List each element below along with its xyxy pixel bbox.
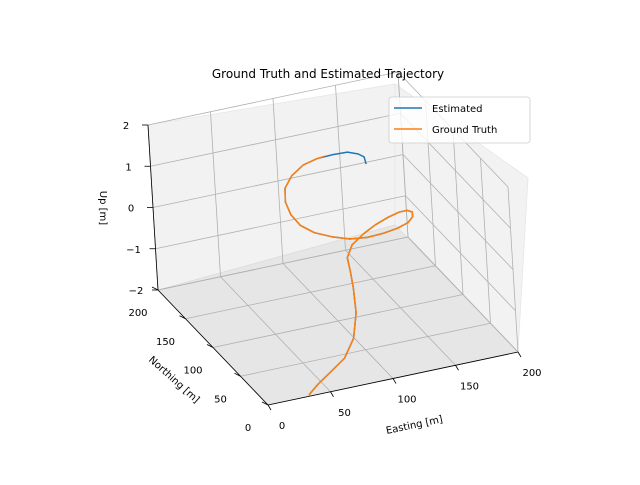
legend-label-estimated: Estimated bbox=[432, 104, 483, 115]
chart-title: Ground Truth and Estimated Trajectory bbox=[212, 67, 444, 81]
x-tick-mark-4 bbox=[517, 351, 522, 358]
y-tick-mark-1 bbox=[234, 372, 241, 377]
z-tick-label-1: −1 bbox=[126, 245, 141, 256]
y-tick-label-3: 150 bbox=[156, 337, 175, 348]
z-axis-label: Up [m] bbox=[97, 191, 108, 225]
y-tick-mark-4 bbox=[151, 286, 159, 291]
z-tick-label-0: −2 bbox=[129, 286, 144, 297]
x-axis-label: Easting [m] bbox=[385, 414, 444, 437]
y-tick-label-0: 0 bbox=[245, 423, 251, 434]
grid-line-backx-horizontal-4 bbox=[147, 71, 399, 126]
y-axis-label: Northing [m] bbox=[146, 355, 201, 406]
grid-line-floor-y-2 bbox=[212, 294, 464, 348]
x-tick-label-1: 50 bbox=[338, 408, 351, 419]
series-line-ground-truth bbox=[284, 155, 414, 396]
x-tick-mark-3 bbox=[455, 365, 459, 371]
y-tick-mark-0 bbox=[261, 401, 269, 406]
grid-line-floor-y-3 bbox=[185, 265, 436, 320]
legend-box bbox=[388, 96, 531, 144]
x-tick-mark-1 bbox=[330, 391, 334, 397]
grid-line-backx-horizontal-3 bbox=[150, 112, 401, 167]
tick-labels: 0 50 100 150 200 0 50 100 150 200 −2 −1 0 1 2 bbox=[123, 121, 542, 434]
x-tick-mark-0 bbox=[267, 404, 272, 411]
z-tick-label-2: 0 bbox=[128, 204, 134, 215]
x-tick-label-2: 100 bbox=[397, 395, 416, 406]
x-tick-label-3: 150 bbox=[460, 381, 479, 392]
grid-line-backx-vertical-3 bbox=[335, 85, 346, 251]
legend: Estimated Ground Truth bbox=[388, 96, 531, 144]
y-tick-mark-3 bbox=[179, 315, 186, 320]
x-tick-label-0: 0 bbox=[279, 421, 285, 432]
z-tick-label-3: 1 bbox=[125, 162, 131, 173]
legend-label-ground-truth: Ground Truth bbox=[432, 125, 497, 136]
grid-line-backx-horizontal-2 bbox=[152, 154, 404, 208]
y-tick-label-1: 50 bbox=[214, 394, 227, 405]
series-lines bbox=[284, 151, 414, 396]
y-tick-label-4: 200 bbox=[128, 308, 147, 319]
x-tick-mark-2 bbox=[392, 378, 397, 384]
y-tick-label-2: 100 bbox=[183, 366, 202, 377]
grid-line-floor-x-3 bbox=[345, 249, 456, 366]
z-tick-label-4: 2 bbox=[123, 121, 129, 132]
grid-line-side-horizontal-2 bbox=[402, 154, 514, 270]
x-tick-label-4: 200 bbox=[522, 368, 541, 379]
y-tick-mark-2 bbox=[206, 344, 214, 348]
